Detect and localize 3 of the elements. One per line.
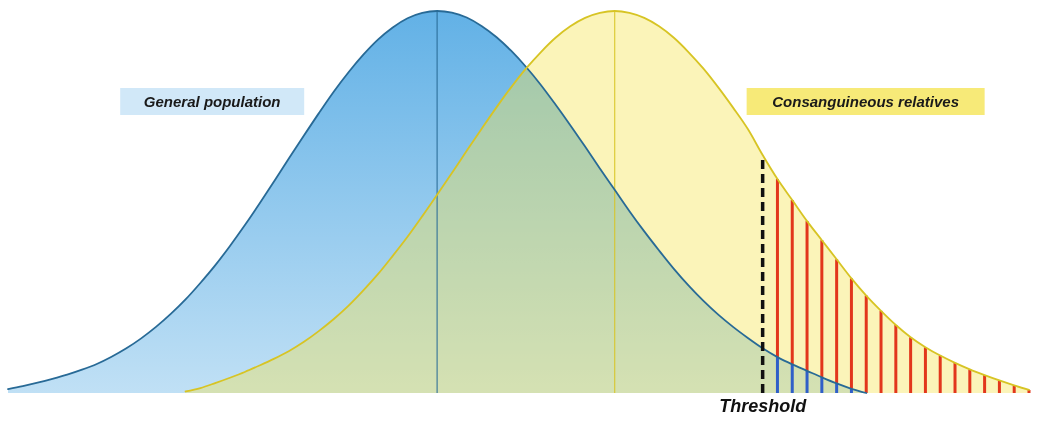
text: General population xyxy=(143,92,281,110)
text: Consanguineous relatives xyxy=(772,92,959,110)
text: Threshold xyxy=(719,396,808,416)
